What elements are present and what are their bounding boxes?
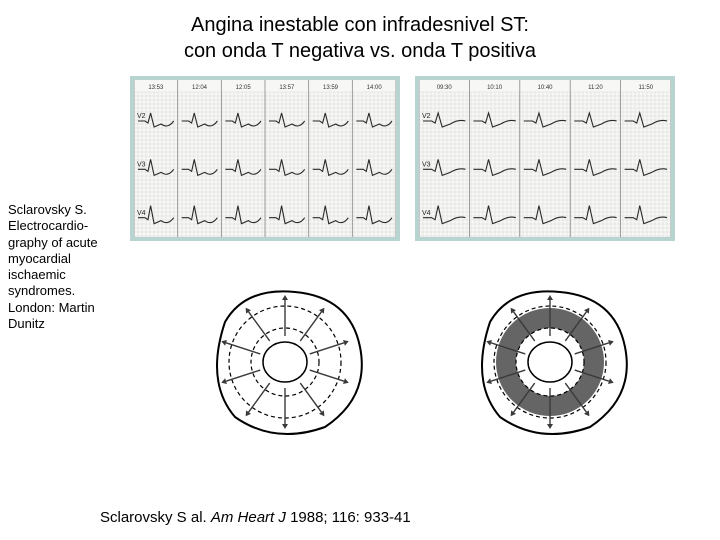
ecg-panel-left: 13:53 12:04 12:05 13:57 13:59 14:00 V2 V3 V4 xyxy=(130,76,400,241)
citation-author: Sclarovsky S al. xyxy=(100,509,207,526)
svg-text:13:53: 13:53 xyxy=(148,85,164,91)
heart-left-svg xyxy=(185,267,385,447)
svg-text:V2: V2 xyxy=(137,113,146,120)
svg-text:10:10: 10:10 xyxy=(487,85,503,91)
svg-text:12:04: 12:04 xyxy=(192,85,208,91)
svg-text:13:59: 13:59 xyxy=(323,85,339,91)
heart-diagram-left xyxy=(185,267,385,447)
svg-text:V3: V3 xyxy=(422,162,431,169)
ecg-left-svg: 13:53 12:04 12:05 13:57 13:59 14:00 V2 V3 V4 xyxy=(134,80,396,237)
citation-bottom: Sclarovsky S al. Am Heart J 1988; 116: 9… xyxy=(100,509,411,526)
citation-journal: Am Heart J xyxy=(211,509,286,526)
svg-text:12:05: 12:05 xyxy=(236,85,252,91)
citation-yvp: 1988; 116: 933-41 xyxy=(290,509,411,526)
svg-text:11:50: 11:50 xyxy=(639,85,654,91)
heart-diagram-right xyxy=(450,267,650,447)
citation-left: Sclarovsky S. Electrocardio-graphy of ac… xyxy=(8,202,118,332)
ecg-panel-right: 09:30 10:10 10:40 11:20 11:50 V2 V3 V4 xyxy=(415,76,675,241)
slide-title: Angina inestable con infradesnivel ST: c… xyxy=(0,0,720,72)
svg-text:10:40: 10:40 xyxy=(537,85,553,91)
svg-text:V3: V3 xyxy=(137,162,146,169)
svg-text:11:20: 11:20 xyxy=(588,85,603,91)
svg-text:V2: V2 xyxy=(422,113,431,120)
title-line-1: Angina inestable con infradesnivel ST: xyxy=(191,14,529,36)
content-area: Sclarovsky S. Electrocardio-graphy of ac… xyxy=(0,72,720,512)
ecg-right-svg: 09:30 10:10 10:40 11:20 11:50 V2 V3 V4 xyxy=(419,80,671,237)
heart-right-svg xyxy=(450,267,650,447)
svg-text:09:30: 09:30 xyxy=(437,85,453,91)
svg-text:14:00: 14:00 xyxy=(367,85,383,91)
svg-text:V4: V4 xyxy=(422,210,431,217)
svg-text:13:57: 13:57 xyxy=(279,85,295,91)
title-line-2: con onda T negativa vs. onda T positiva xyxy=(184,40,536,62)
svg-text:V4: V4 xyxy=(137,210,146,217)
